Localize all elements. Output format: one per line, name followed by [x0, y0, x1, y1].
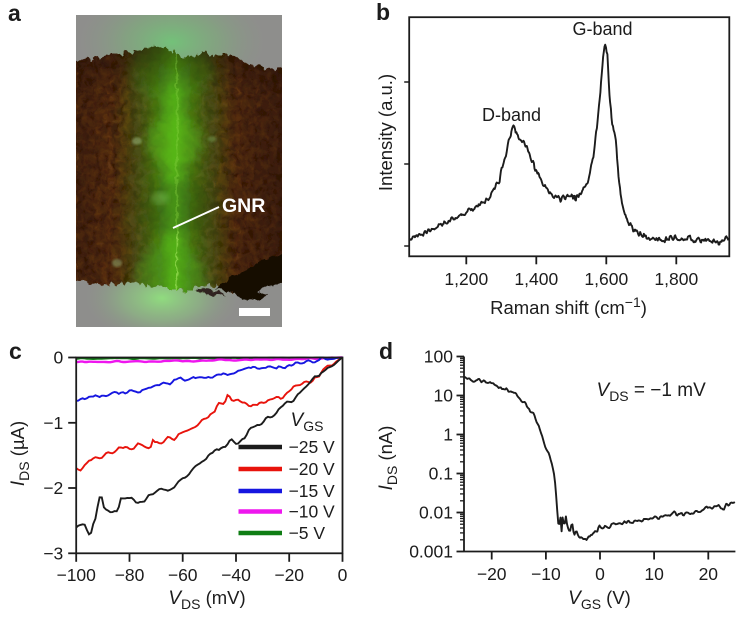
svg-text:10: 10 — [644, 564, 664, 584]
svg-text:Raman shift (cm−1): Raman shift (cm−1) — [490, 294, 647, 318]
svg-text:d: d — [379, 338, 393, 364]
svg-text:1: 1 — [443, 424, 453, 444]
svg-text:−5 V: −5 V — [289, 523, 326, 543]
svg-text:100: 100 — [424, 346, 453, 366]
svg-text:IDS (µA): IDS (µA) — [7, 421, 32, 486]
svg-text:−80: −80 — [115, 565, 145, 585]
svg-text:b: b — [376, 0, 390, 25]
svg-text:20: 20 — [699, 564, 719, 584]
svg-text:−2: −2 — [43, 478, 63, 498]
svg-text:−10 V: −10 V — [289, 502, 336, 522]
svg-text:10: 10 — [434, 385, 454, 405]
svg-text:−3: −3 — [43, 544, 63, 564]
svg-text:−1: −1 — [43, 413, 63, 433]
svg-text:VGS (V): VGS (V) — [568, 587, 631, 612]
svg-text:−10: −10 — [531, 564, 561, 584]
svg-text:GNR: GNR — [222, 195, 265, 217]
svg-text:−20 V: −20 V — [289, 459, 336, 479]
svg-text:−100: −100 — [56, 565, 96, 585]
svg-text:−60: −60 — [168, 565, 198, 585]
svg-text:c: c — [9, 338, 22, 364]
svg-text:VDS = −1 mV: VDS = −1 mV — [597, 380, 707, 404]
svg-text:a: a — [8, 0, 21, 26]
svg-text:0: 0 — [53, 348, 63, 368]
svg-text:1,400: 1,400 — [514, 269, 558, 289]
svg-text:VGS: VGS — [291, 410, 324, 434]
svg-text:−40: −40 — [221, 565, 251, 585]
svg-text:0.1: 0.1 — [429, 463, 453, 483]
svg-text:Intensity (a.u.): Intensity (a.u.) — [375, 74, 396, 191]
svg-text:0.001: 0.001 — [409, 541, 453, 561]
svg-text:D-band: D-band — [482, 105, 541, 125]
svg-text:0: 0 — [338, 565, 348, 585]
svg-text:VDS (mV): VDS (mV) — [168, 587, 245, 612]
svg-text:−20: −20 — [274, 565, 304, 585]
svg-text:−15 V: −15 V — [289, 481, 336, 501]
svg-text:1,600: 1,600 — [584, 269, 628, 289]
svg-text:IDS (nA): IDS (nA) — [375, 426, 400, 491]
svg-text:0.01: 0.01 — [419, 502, 453, 522]
svg-text:1,200: 1,200 — [444, 269, 488, 289]
svg-text:G-band: G-band — [572, 19, 632, 39]
svg-text:0: 0 — [595, 564, 605, 584]
svg-text:−20: −20 — [477, 564, 507, 584]
svg-text:1,800: 1,800 — [654, 269, 698, 289]
svg-text:−25 V: −25 V — [289, 437, 336, 457]
